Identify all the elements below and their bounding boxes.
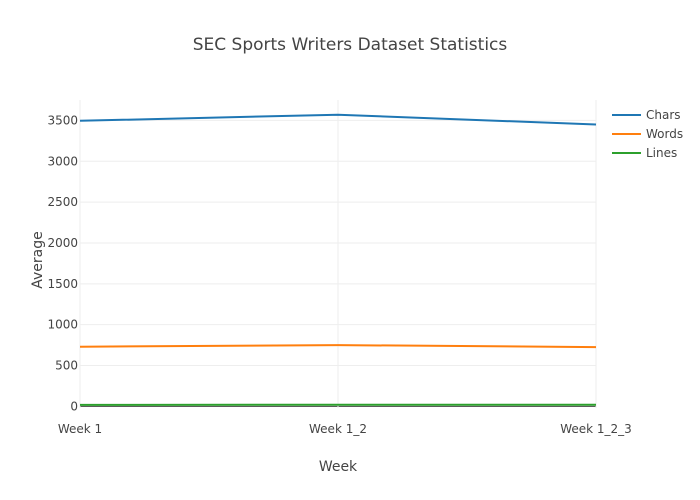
tick-layer: 0 500 1000 1500 2000 2500 3000 3500 Week 1 Week 1… xyxy=(47,113,631,436)
y-tick-label: 2500 xyxy=(47,195,78,209)
y-tick-label: 3500 xyxy=(47,113,78,127)
grid-layer xyxy=(79,100,597,408)
series-layer xyxy=(79,113,597,406)
y-tick-label: 500 xyxy=(55,359,78,373)
series-line-words xyxy=(79,344,597,349)
y-tick-label: 0 xyxy=(70,399,78,413)
y-tick-label: 1000 xyxy=(47,318,78,332)
series-line-chars xyxy=(79,113,597,126)
y-axis-title: Average xyxy=(30,231,46,289)
x-tick-label: Week 1_2 xyxy=(309,422,367,436)
legend-item-lines[interactable]: Lines xyxy=(612,146,677,160)
legend-label: Words xyxy=(646,127,683,141)
x-axis-title: Week xyxy=(319,459,358,475)
legend-item-chars[interactable]: Chars xyxy=(612,108,681,122)
legend-label: Chars xyxy=(646,108,681,122)
y-tick-label: 3000 xyxy=(47,154,78,168)
y-tick-label: 2000 xyxy=(47,236,78,250)
y-tick-label: 1500 xyxy=(47,277,78,291)
legend-label: Lines xyxy=(646,146,677,160)
chart-title: SEC Sports Writers Dataset Statistics xyxy=(193,35,508,55)
legend-item-words[interactable]: Words xyxy=(612,127,683,141)
legend[interactable]: Chars Words Lines xyxy=(612,108,683,160)
x-tick-label: Week 1 xyxy=(58,422,102,436)
x-tick-label: Week 1_2_3 xyxy=(560,422,632,436)
